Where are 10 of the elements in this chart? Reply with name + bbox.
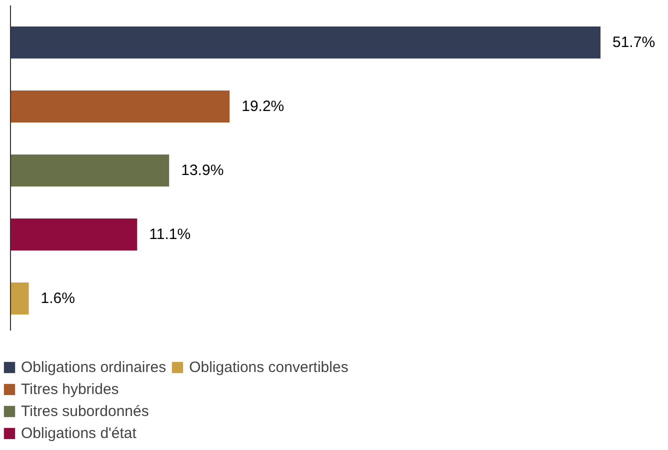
legend-label: Obligations ordinaires [21,358,166,376]
data-label: 19.2% [242,98,284,115]
data-label: 13.9% [181,162,224,179]
legend-label: Obligations convertibles [189,358,348,376]
legend-label: Obligations d'état [21,424,136,442]
data-label: 51.7% [612,34,656,51]
legend-label: Titres subordonnés [21,402,149,420]
data-label: 1.6% [40,290,75,307]
legend-label: Titres hybrides [21,380,119,398]
data-label: 11.1% [149,226,191,243]
